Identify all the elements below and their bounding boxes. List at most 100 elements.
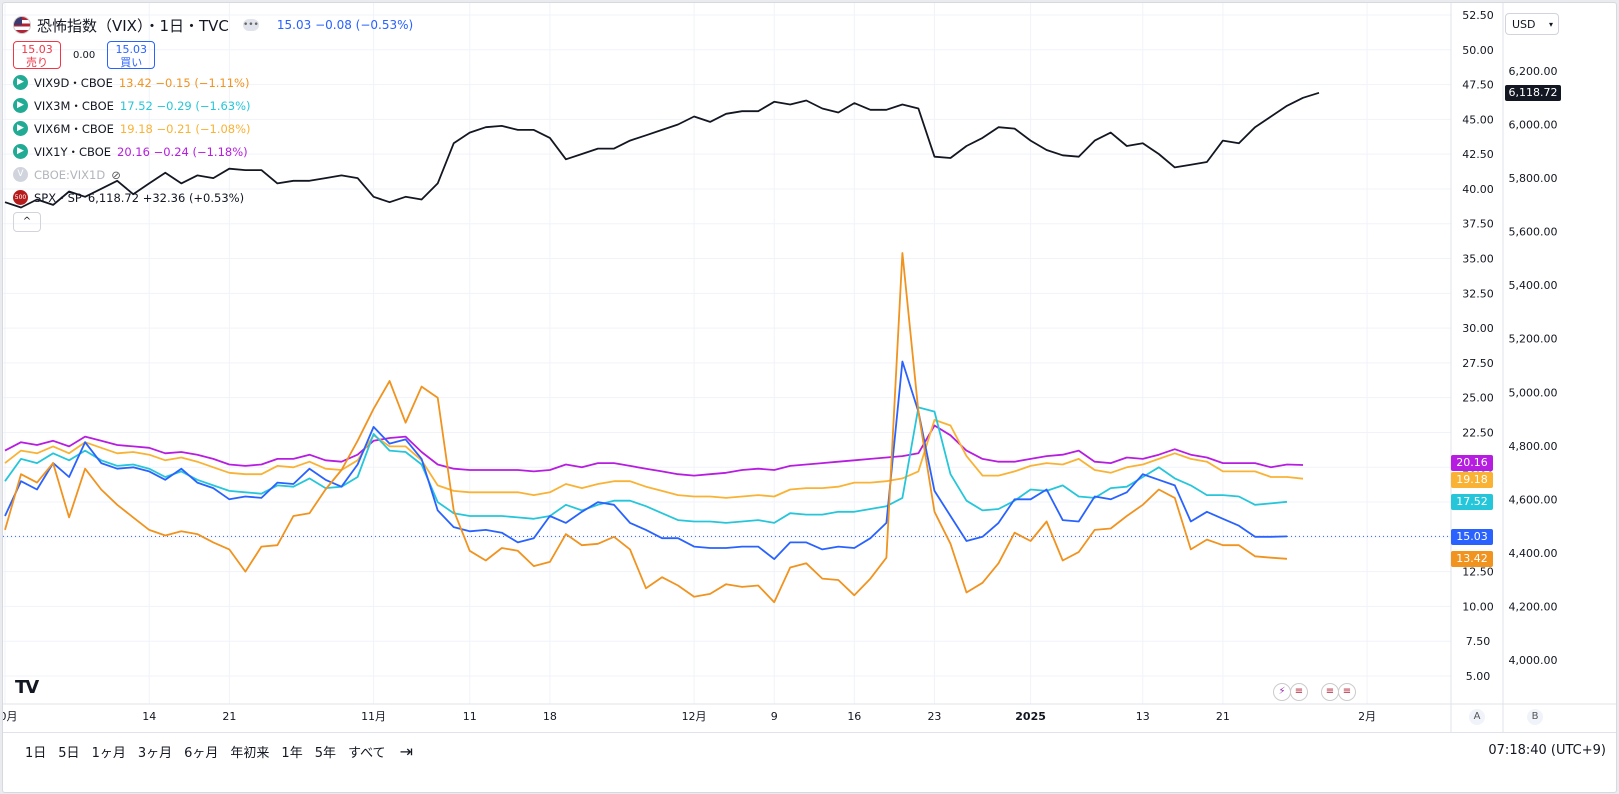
timeframe-button[interactable]: 年初来 [230,745,270,761]
tradingview-logo[interactable]: TV [15,677,39,698]
left-axis-tick-label: 12.50 [1462,566,1494,579]
x-axis-tick-label: 12月 [682,710,707,723]
timeframe-button[interactable]: 6ヶ月 [184,745,219,761]
timeframe-button[interactable]: 1日 [25,745,47,761]
sell-price: 15.03 [21,43,53,56]
legend-name: VIX1Y・CBOE [34,144,112,159]
vix-price-tag: 15.03 [1451,529,1493,545]
vix9d-price-tag: 13.42 [1451,551,1493,567]
vix3m-price-tag: 17.52 [1451,494,1493,510]
buy-label: 買い [120,56,143,69]
currency-label: USD [1512,18,1536,31]
legend-values: 17.52 −0.29 (−1.63%) [119,98,251,113]
legend-name: CBOE:VIX1D [34,167,106,182]
symbol-title[interactable]: 恐怖指数（VIX）・1日・TVC [37,16,229,35]
play-icon: ▶ [13,98,28,113]
left-axis-tick-label: 37.50 [1462,218,1494,231]
series-line[interactable] [4,91,1320,209]
legend-name: VIX9D・CBOE [34,75,113,90]
left-axis-tick-label: 27.50 [1462,357,1494,370]
spx-price-tag: 6,118.72 [1505,85,1561,101]
sell-label: 売り [26,56,48,69]
series-line[interactable] [4,252,1288,604]
left-axis-tick-label: 22.50 [1462,426,1494,439]
us-flag-event-icon[interactable]: ≡ [1290,683,1308,701]
legend-row[interactable]: ▶ VIX3M・CBOE 17.52 −0.29 (−1.63%) [13,94,413,117]
legend-row[interactable]: ▶ VIX6M・CBOE 19.18 −0.21 (−1.08%) [13,117,413,140]
series-line[interactable] [4,424,1304,477]
right-axis-tick-label: 5,000.00 [1509,386,1558,399]
right-axis-tick-label: 5,400.00 [1509,279,1558,292]
left-axis-tick-label: 42.50 [1462,148,1494,161]
legend-values: 20.16 −0.24 (−1.18%) [117,144,248,159]
right-axis-tick-label: 4,000.00 [1509,654,1558,667]
timeframe-button[interactable]: 5年 [314,745,336,761]
legend-row[interactable]: ▶ VIX9D・CBOE 13.42 −0.15 (−1.11%) [13,71,413,94]
eye-off-icon: V [13,167,28,182]
series-line[interactable] [4,418,1304,499]
play-icon: ▶ [13,121,28,136]
legend-row[interactable]: V CBOE:VIX1D ⊘ [13,163,413,186]
x-axis-tick-label: 13 [1136,710,1150,723]
title-row: 恐怖指数（VIX）・1日・TVC ••• 15.03 −0.08 (−0.53%… [13,13,413,37]
chevron-down-icon: ▾ [1548,20,1553,29]
left-axis-tick-label: 7.50 [1466,635,1491,648]
legend-values: 13.42 −0.15 (−1.11%) [118,75,250,90]
currency-selector[interactable]: USD ▾ [1505,13,1559,35]
x-axis-tick-label: 23 [927,710,941,723]
us-flag-icon [13,16,31,34]
eye-off-icon[interactable]: ⊘ [111,167,121,182]
auto-scale-button[interactable]: A [1469,709,1485,725]
timeframe-button[interactable]: 1ヶ月 [91,745,126,761]
legend-row[interactable]: 500 SPX・SP 6,118.72 +32.36 (+0.53%) [13,186,413,209]
legend-row[interactable]: ▶ VIX1Y・CBOE 20.16 −0.24 (−1.18%) [13,140,413,163]
date-range-icon[interactable]: ⇥ [399,741,413,761]
x-axis-tick-label: 18 [543,710,557,723]
timeframe-button[interactable]: 5日 [58,745,80,761]
right-axis-tick-label: 6,000.00 [1509,119,1558,132]
left-axis-tick-label: 52.50 [1462,9,1494,22]
left-axis-tick-label: 32.50 [1462,287,1494,300]
legend-panel: 恐怖指数（VIX）・1日・TVC ••• 15.03 −0.08 (−0.53%… [13,13,413,232]
chart-area[interactable]: 52.50 50.00 47.50 45.00 42.50 40.00 37.50 35.00… [3,3,1616,732]
right-axis-tick-label: 4,600.00 [1509,493,1558,506]
legend-name: SPX・SP [34,190,82,205]
us-flag-event-icon-2[interactable]: ≡ [1321,683,1339,701]
left-axis-tick-label: 50.00 [1462,44,1494,57]
lightning-event-icon[interactable]: ⚡ [1273,683,1291,701]
left-axis-tick-label: 5.00 [1466,670,1491,683]
us-flag-event-icon-3[interactable]: ≡ [1338,683,1356,701]
right-axis-tick-label: 4,400.00 [1509,547,1558,560]
price-change: 15.03 −0.08 (−0.53%) [276,18,414,32]
series-line[interactable] [4,360,1288,560]
left-axis-tick-label: 30.00 [1462,322,1494,335]
timeframe-row: 1日 5日 1ヶ月 3ヶ月 6ヶ月 年初来 1年 5年 すべて [19,742,392,761]
legend-name: VIX3M・CBOE [34,98,114,113]
series-legend: ▶ VIX9D・CBOE 13.42 −0.15 (−1.11%) ▶ VIX3M・CB… [13,71,413,209]
legend-values: 19.18 −0.21 (−1.08%) [119,121,251,136]
left-axis-tick-label: 40.00 [1462,183,1494,196]
more-options-icon[interactable]: ••• [242,19,259,31]
play-icon: ▶ [13,144,28,159]
timeframe-button[interactable]: 1年 [281,745,303,761]
x-axis-tick-label: 11 [463,710,477,723]
right-axis-tick-label: 5,600.00 [1509,226,1558,239]
x-axis-tick-label: 2月 [1358,710,1376,723]
legend-values: 6,118.72 +32.36 (+0.53%) [87,190,245,205]
right-axis-tick-label: 4,200.00 [1509,600,1558,613]
x-axis-tick-label: 21 [222,710,236,723]
clock[interactable]: 07:18:40 (UTC+9) [1488,743,1606,758]
series-line[interactable] [4,406,1288,524]
scale-b-button[interactable]: B [1527,709,1543,725]
left-axis-tick-label: 25.00 [1462,392,1494,405]
left-axis-tick-label: 10.00 [1462,600,1494,613]
x-axis-tick-label: 2025 [1015,710,1046,723]
sell-button[interactable]: 15.03 売り [13,41,61,69]
buy-button[interactable]: 15.03 買い [107,41,156,69]
x-axis-tick-label: 14 [142,710,156,723]
timeframe-button[interactable]: 3ヶ月 [137,745,173,761]
timeframe-button[interactable]: すべて [347,745,386,761]
right-axis-tick-label: 5,800.00 [1509,172,1558,185]
collapse-legend-button[interactable]: ^ [13,212,41,232]
